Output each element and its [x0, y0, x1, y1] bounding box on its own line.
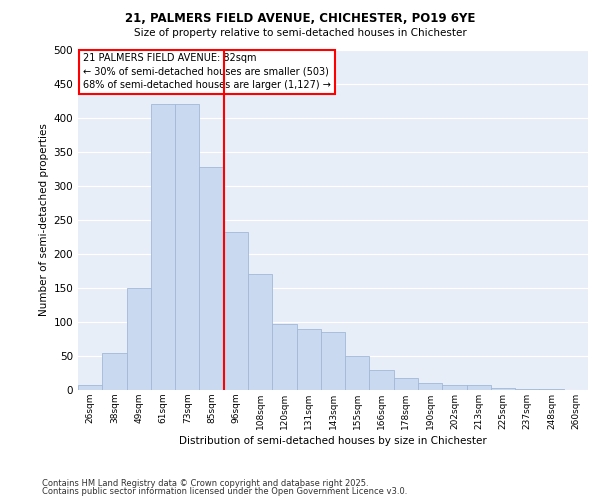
Bar	[199, 167, 224, 390]
Bar	[370, 370, 394, 390]
Text: Size of property relative to semi-detached houses in Chichester: Size of property relative to semi-detach…	[134, 28, 466, 38]
Bar	[345, 356, 370, 390]
Text: Contains public sector information licensed under the Open Government Licence v3: Contains public sector information licen…	[42, 487, 407, 496]
Bar	[224, 232, 248, 390]
Text: 21, PALMERS FIELD AVENUE, CHICHESTER, PO19 6YE: 21, PALMERS FIELD AVENUE, CHICHESTER, PO…	[125, 12, 475, 26]
Bar	[467, 384, 491, 390]
Bar	[127, 288, 151, 390]
Bar	[442, 385, 467, 390]
Bar	[272, 324, 296, 390]
Bar	[515, 388, 539, 390]
Bar	[418, 383, 442, 390]
Bar	[394, 378, 418, 390]
Bar	[78, 385, 102, 390]
Text: Contains HM Land Registry data © Crown copyright and database right 2025.: Contains HM Land Registry data © Crown c…	[42, 478, 368, 488]
Bar	[248, 274, 272, 390]
Bar	[175, 104, 199, 390]
X-axis label: Distribution of semi-detached houses by size in Chichester: Distribution of semi-detached houses by …	[179, 436, 487, 446]
Y-axis label: Number of semi-detached properties: Number of semi-detached properties	[39, 124, 49, 316]
Bar	[491, 388, 515, 390]
Text: 21 PALMERS FIELD AVENUE: 82sqm
← 30% of semi-detached houses are smaller (503)
6: 21 PALMERS FIELD AVENUE: 82sqm ← 30% of …	[83, 54, 331, 90]
Bar	[102, 352, 127, 390]
Bar	[296, 329, 321, 390]
Bar	[321, 332, 345, 390]
Bar	[151, 104, 175, 390]
